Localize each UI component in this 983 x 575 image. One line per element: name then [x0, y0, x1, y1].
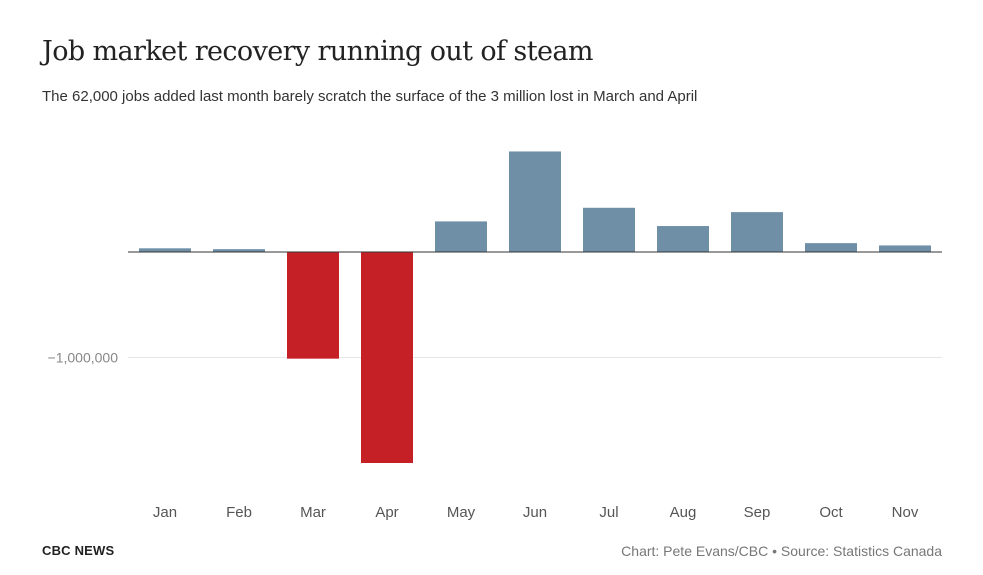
x-tick-label-apr: Apr — [375, 504, 398, 521]
bar-nov — [879, 245, 931, 252]
x-tick-label-oct: Oct — [819, 504, 843, 521]
bar-feb — [213, 249, 265, 252]
bar-oct — [805, 243, 857, 252]
x-tick-label-feb: Feb — [226, 504, 252, 521]
chart-credit: Chart: Pete Evans/CBC • Source: Statisti… — [621, 543, 942, 559]
cbc-news-logo: CBC NEWS — [42, 543, 115, 558]
x-tick-label-nov: Nov — [892, 504, 919, 521]
chart-title: Job market recovery running out of steam — [42, 36, 593, 67]
bar-apr — [361, 252, 413, 463]
chart-subtitle: The 62,000 jobs added last month barely … — [42, 88, 698, 105]
bar-jul — [583, 207, 635, 252]
bar-aug — [657, 226, 709, 252]
x-tick-label-mar: Mar — [300, 504, 326, 521]
x-tick-label-jun: Jun — [523, 504, 547, 521]
bar-mar — [287, 252, 339, 359]
x-tick-label-sep: Sep — [744, 504, 771, 521]
bar-jan — [139, 248, 191, 252]
bar-sep — [731, 212, 783, 252]
y-tick-label: −1,000,000 — [48, 350, 119, 366]
x-tick-label-may: May — [447, 504, 476, 521]
tick-labels: −1,000,000 Jan Feb Mar Apr May Jun Jul Aug Sep Oct… — [48, 350, 919, 522]
x-tick-label-jul: Jul — [599, 504, 618, 521]
x-tick-label-jan: Jan — [153, 504, 177, 521]
bars — [139, 151, 931, 463]
x-tick-label-aug: Aug — [670, 504, 697, 521]
bar-may — [435, 221, 487, 252]
bar-jun — [509, 151, 561, 252]
